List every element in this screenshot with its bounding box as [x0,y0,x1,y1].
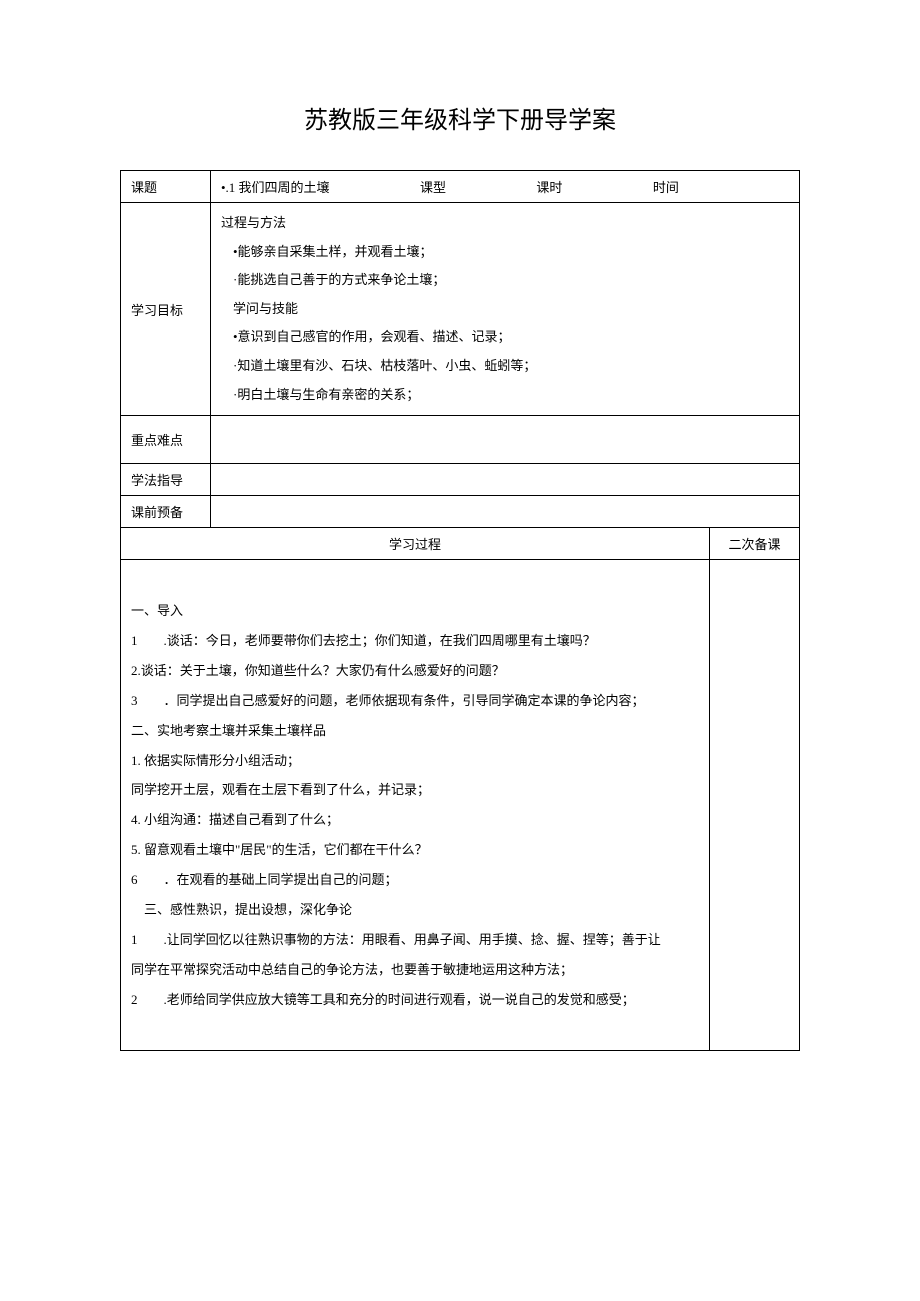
prep-label: 课前预备 [121,496,211,528]
process-line: 1. 依据实际情形分小组活动； [131,746,699,776]
difficulty-label: 重点难点 [121,416,211,464]
prep-content [211,496,800,528]
period-label: 课时 [536,177,562,196]
process-line: 三、感性熟识，提出设想，深化争论 [131,895,699,925]
method-content [211,464,800,496]
table-row: 学习目标 过程与方法 •能够亲自采集土样，并观看土壤； ·能挑选自己善于的方式来… [121,203,800,416]
process-line: 6 ．在观看的基础上同学提出自己的问题； [131,865,699,895]
difficulty-content [211,416,800,464]
goal-line: 学问与技能 [221,295,789,324]
process-line: 3 ．同学提出自己感爱好的问题，老师依据现有条件，引导同学确定本课的争论内容； [131,686,699,716]
table-row: 一、导入 1 .谈话：今日，老师要带你们去挖土；你们知道，在我们四周哪里有土壤吗… [121,560,800,1051]
process-body: 一、导入 1 .谈话：今日，老师要带你们去挖土；你们知道，在我们四周哪里有土壤吗… [121,560,710,1051]
process-line: 同学挖开土层，观看在土层下看到了什么，并记录； [131,775,699,805]
process-line: 5. 留意观看土壤中"居民"的生活，它们都在干什么？ [131,835,699,865]
secondary-body [710,560,800,1051]
goal-line: ·知道土壤里有沙、石块、枯枝落叶、小虫、蚯蚓等； [221,352,789,381]
process-line: 一、导入 [131,596,699,626]
table-row: 课前预备 [121,496,800,528]
table-row: 重点难点 [121,416,800,464]
table-row: 学习过程 二次备课 [121,528,800,560]
goal-line: 过程与方法 [221,209,789,238]
type-label: 课型 [420,177,446,196]
process-line: 2.谈话：关于土壤，你知道些什么？大家仍有什么感爱好的问题？ [131,656,699,686]
goal-line: •能够亲自采集土样，并观看土壤； [221,238,789,267]
process-line: 1 .让同学回忆以往熟识事物的方法：用眼看、用鼻子闻、用手摸、捻、握、捏等；善于… [131,925,699,955]
goal-line: ·明白土壤与生命有亲密的关系； [221,381,789,410]
method-label: 学法指导 [121,464,211,496]
process-line: 4. 小组沟通：描述自己看到了什么； [131,805,699,835]
goal-line: ·能挑选自己善于的方式来争论土壤； [221,266,789,295]
document-title: 苏教版三年级科学下册导学案 [120,100,800,135]
lesson-plan-table: 课题 •.1 我们四周的土壤 课型 课时 时间 学习目标 过程与方法 •能够亲自… [120,170,800,1051]
goal-line: •意识到自己感官的作用，会观看、描述、记录； [221,323,789,352]
goals-label: 学习目标 [121,203,211,416]
process-line: 二、实地考察土壤并采集土壤样品 [131,716,699,746]
secondary-header: 二次备课 [710,528,800,560]
table-row: 课题 •.1 我们四周的土壤 课型 课时 时间 [121,171,800,203]
process-header: 学习过程 [121,528,710,560]
topic-value: •.1 我们四周的土壤 [221,177,330,196]
goals-content: 过程与方法 •能够亲自采集土样，并观看土壤； ·能挑选自己善于的方式来争论土壤；… [211,203,800,416]
time-label: 时间 [653,177,679,196]
topic-content-cell: •.1 我们四周的土壤 课型 课时 时间 [211,171,800,203]
process-line: 1 .谈话：今日，老师要带你们去挖土；你们知道，在我们四周哪里有土壤吗？ [131,626,699,656]
topic-label: 课题 [121,171,211,203]
process-line: 同学在平常探究活动中总结自己的争论方法，也要善于敏捷地运用这种方法； [131,955,699,985]
process-line: 2 .老师给同学供应放大镜等工具和充分的时间进行观看，说一说自己的发觉和感受； [131,985,699,1015]
table-row: 学法指导 [121,464,800,496]
